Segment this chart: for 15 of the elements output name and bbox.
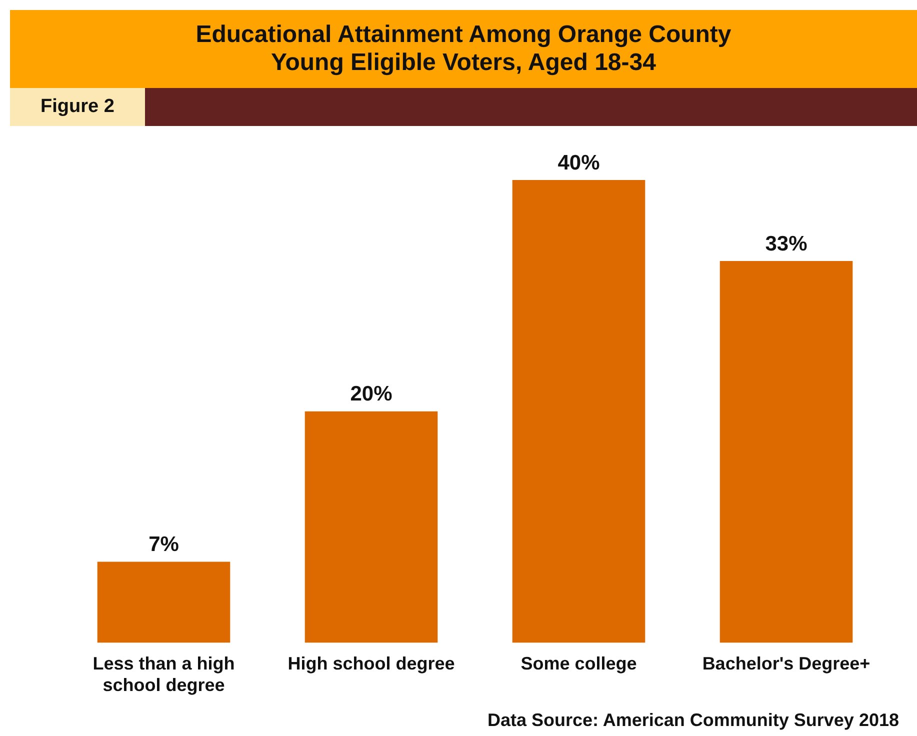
data-label: 33%: [765, 232, 808, 256]
bar: [512, 180, 646, 643]
chart-title: Educational Attainment Among Orange County Young Eligible Voters, Aged 18-34: [10, 10, 917, 88]
source-note: Data Source: American Community Survey 2018: [488, 710, 899, 731]
data-label: 20%: [350, 382, 393, 406]
data-label: 7%: [148, 533, 180, 556]
bar: [97, 562, 230, 643]
x-tick-label: Bachelor's Degree+: [702, 654, 870, 674]
x-tick-label: High school degree: [288, 654, 455, 674]
chart-subtitle: Figure 2: [10, 88, 145, 126]
bar: [304, 411, 438, 643]
bar: [720, 260, 853, 643]
data-label: 40%: [558, 151, 600, 174]
x-tick-label: Less than a high school degree: [92, 654, 235, 696]
x-tick-label: Some college: [520, 654, 637, 674]
